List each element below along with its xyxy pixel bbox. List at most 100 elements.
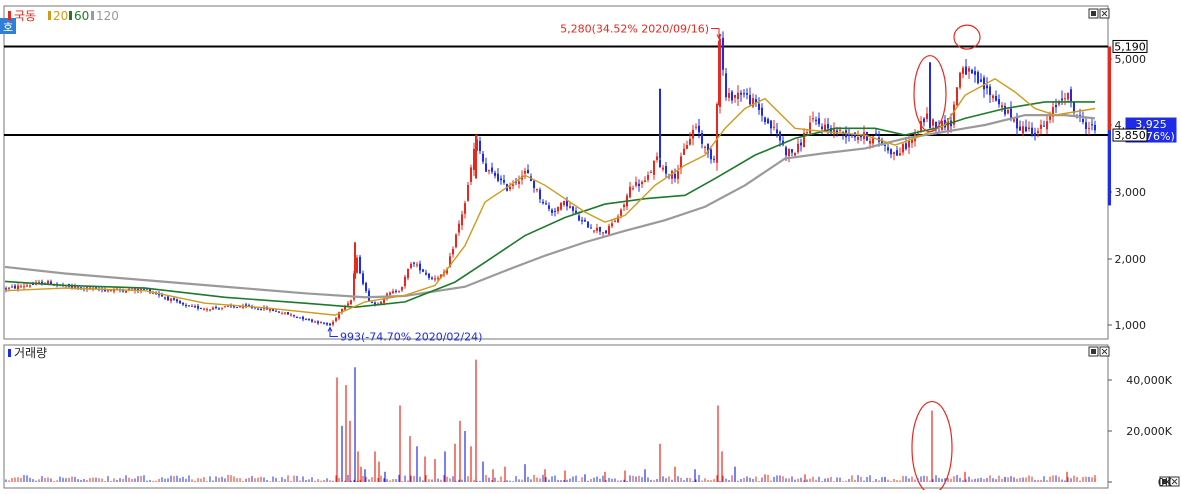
candle-body <box>326 322 328 325</box>
candle-body <box>104 289 106 292</box>
candle-body <box>695 126 697 128</box>
candle-body <box>809 122 811 134</box>
candle-body <box>680 156 682 169</box>
candle-body <box>491 167 493 172</box>
candle-body <box>896 150 898 156</box>
volume-tick-label: 20,000K <box>1126 425 1172 438</box>
price-range-up-bar <box>1108 46 1111 131</box>
candle-body <box>602 232 604 234</box>
candle-body <box>851 134 853 136</box>
close-icon-x <box>1101 10 1108 17</box>
candle-body <box>149 288 151 293</box>
legend-ma120: 120 <box>96 9 119 23</box>
candle-body <box>806 132 808 134</box>
candle-body <box>791 149 793 153</box>
candle-body <box>257 308 259 310</box>
candle-body <box>1010 108 1012 119</box>
candle-body <box>461 214 463 226</box>
candle-body <box>635 182 637 186</box>
candle-body <box>560 202 562 210</box>
corner-maximize-icon-inner <box>1162 479 1167 484</box>
candle-body <box>905 143 907 149</box>
legend-ma120-marker <box>91 11 94 20</box>
price-tick-label: 2,000 <box>1115 253 1147 266</box>
candle-body <box>872 136 874 144</box>
candle-body <box>5 288 7 290</box>
highlight-ellipse <box>913 55 947 133</box>
candle-body <box>338 311 340 319</box>
candle-body <box>176 299 178 302</box>
candle-body <box>923 118 925 123</box>
candle-body <box>446 269 448 274</box>
candle-body <box>26 285 28 287</box>
candle-body <box>482 153 484 162</box>
candle-body <box>659 159 661 167</box>
candle-body <box>224 306 226 308</box>
candle-body <box>536 189 538 191</box>
candle-body <box>698 125 700 133</box>
candle-body <box>881 139 883 146</box>
candle-body <box>206 308 208 310</box>
candle-body <box>503 179 505 183</box>
candle-body <box>95 287 97 289</box>
candle-body <box>317 321 319 324</box>
candle-body <box>665 166 667 174</box>
candle-body <box>977 71 979 84</box>
candle-body <box>488 170 490 172</box>
candle-body <box>758 103 760 110</box>
candle-body <box>1025 126 1027 132</box>
candle-body <box>281 313 283 315</box>
candle-body <box>995 95 997 101</box>
candle-body <box>200 307 202 309</box>
candle-body <box>773 126 775 128</box>
candle-body <box>1040 124 1042 129</box>
candle-body <box>380 301 382 305</box>
candle-body <box>569 206 571 209</box>
candle-body <box>632 188 634 190</box>
volume-pane-controls <box>1088 346 1180 487</box>
candle-body <box>269 308 271 311</box>
candle-body <box>926 113 928 120</box>
high-leader <box>711 28 720 38</box>
legend-symbol: 국동 <box>14 9 36 23</box>
candle-body <box>152 292 154 294</box>
volume-close-icon-x <box>1101 348 1108 355</box>
candle-body <box>662 167 664 170</box>
candle-body <box>647 174 649 180</box>
candle-body <box>674 173 676 179</box>
candle-body <box>989 86 991 96</box>
candle-body <box>779 131 781 141</box>
candle-body <box>527 169 529 174</box>
candle-body <box>587 221 589 228</box>
candle-body <box>899 153 901 156</box>
candle-body <box>746 93 748 95</box>
price-tick-label: 1,000 <box>1115 319 1147 332</box>
badge-lower: 3,850 <box>1114 129 1146 142</box>
candle-body <box>1073 101 1075 113</box>
candle-body <box>494 172 496 176</box>
candle-body <box>650 171 652 173</box>
candle-body <box>692 129 694 139</box>
candle-body <box>740 92 742 95</box>
candle-body <box>815 119 817 122</box>
candle-body <box>785 147 787 156</box>
candle-body <box>1013 119 1015 122</box>
candle-body <box>71 286 73 288</box>
candle-body <box>992 95 994 99</box>
candle-body <box>1007 110 1009 114</box>
candle-body <box>1082 118 1084 122</box>
candle-body <box>932 119 934 126</box>
candle-body <box>305 318 307 320</box>
candle-body <box>1058 101 1060 105</box>
candle-body <box>332 321 334 325</box>
candle-body <box>1028 127 1030 129</box>
candle-body <box>290 314 292 316</box>
candle-body <box>185 304 187 306</box>
candle-body <box>50 281 52 285</box>
candle-body <box>1043 125 1045 127</box>
candle-body <box>209 309 211 311</box>
candle-body <box>986 85 988 89</box>
side-tab[interactable] <box>0 18 16 34</box>
candle-body <box>146 288 148 290</box>
